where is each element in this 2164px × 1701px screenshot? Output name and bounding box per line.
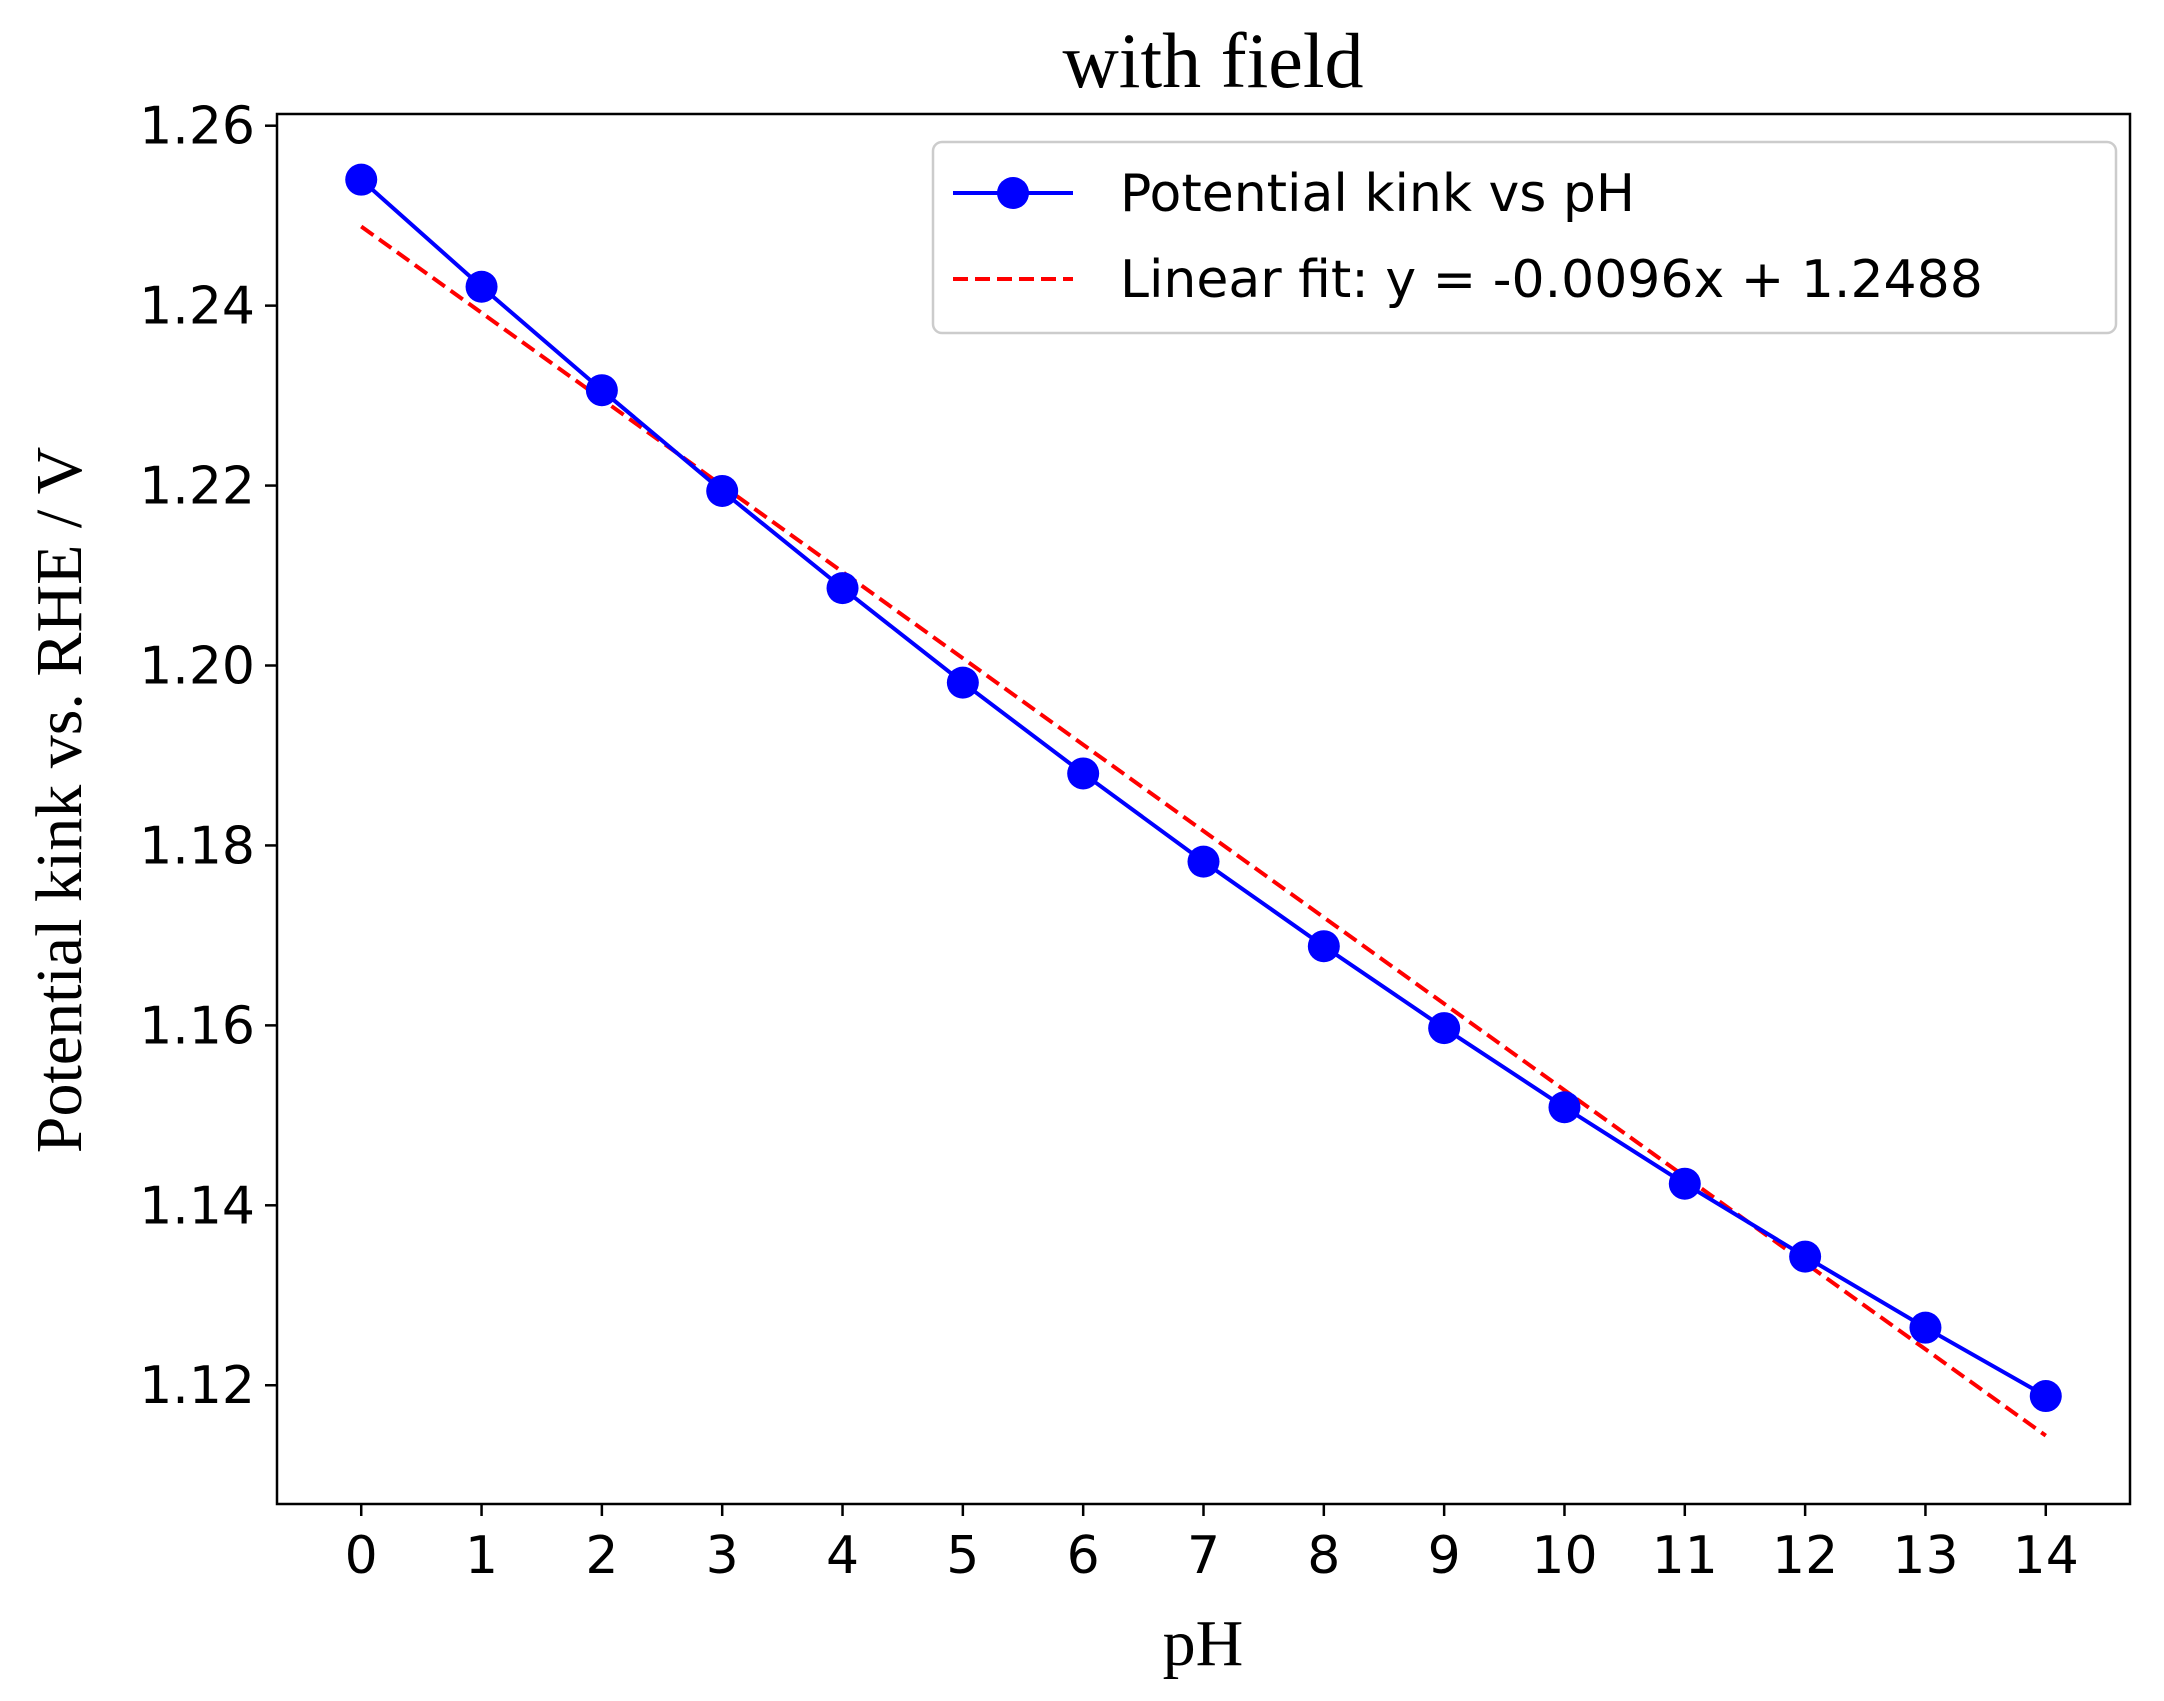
data-point	[706, 474, 739, 507]
data-point	[1548, 1091, 1581, 1124]
y-tick-label: 1.12	[139, 1356, 255, 1416]
legend: Potential kink vs pH Linear fit: y = -0.…	[931, 140, 2118, 335]
data-point	[1789, 1240, 1822, 1273]
x-tick-label: 5	[946, 1526, 979, 1586]
y-tick-label: 1.20	[139, 637, 255, 697]
x-tick-label: 11	[1652, 1526, 1718, 1586]
y-tick-label: 1.24	[139, 277, 255, 337]
y-tick-label: 1.26	[139, 97, 255, 157]
y-axis-label: Potential kink vs. RHE / V	[23, 447, 96, 1153]
data-point	[1428, 1012, 1461, 1045]
y-tick-label: 1.22	[139, 457, 255, 517]
legend-marker-series-1	[997, 177, 1029, 209]
data-point	[826, 572, 859, 605]
series-layer	[345, 163, 2062, 1438]
data-point	[345, 163, 378, 196]
data-point	[946, 666, 979, 699]
data-point	[1668, 1167, 1701, 1200]
x-tick-label: 3	[706, 1526, 739, 1586]
legend-box	[931, 140, 2118, 335]
data-point	[1909, 1311, 1942, 1344]
data-point	[1067, 757, 1100, 790]
y-axis-ticks: 1.12 1.14 1.16 1.18 1.20 1.22 1.24 1.26	[139, 97, 277, 1416]
x-tick-label: 10	[1531, 1526, 1597, 1586]
x-tick-label: 13	[1892, 1526, 1958, 1586]
x-tick-label: 12	[1772, 1526, 1838, 1586]
x-tick-label: 2	[585, 1526, 618, 1586]
legend-label-series-1: Potential kink vs pH	[1120, 164, 1635, 224]
x-axis-ticks: 0 1 2 3 4 5 6 7 8 9 10 11 12 13 14	[345, 1504, 2079, 1586]
data-point	[1307, 930, 1340, 963]
x-tick-label: 6	[1067, 1526, 1100, 1586]
x-tick-label: 1	[465, 1526, 498, 1586]
x-tick-label: 9	[1428, 1526, 1461, 1586]
data-point	[2029, 1380, 2062, 1413]
y-tick-label: 1.18	[139, 816, 255, 876]
y-tick-label: 1.16	[139, 996, 255, 1056]
x-axis-label: pH	[1163, 1607, 1244, 1680]
x-tick-label: 4	[826, 1526, 859, 1586]
data-point	[585, 374, 618, 407]
chart-title: with field	[1062, 17, 1363, 104]
data-point	[1187, 845, 1220, 878]
data-point	[465, 270, 498, 303]
x-tick-label: 8	[1307, 1526, 1340, 1586]
x-tick-label: 0	[345, 1526, 378, 1586]
x-tick-label: 7	[1187, 1526, 1220, 1586]
y-tick-label: 1.14	[139, 1176, 255, 1236]
x-tick-label: 14	[2013, 1526, 2079, 1586]
legend-label-series-2: Linear fit: y = -0.0096x + 1.2488	[1120, 250, 1983, 310]
